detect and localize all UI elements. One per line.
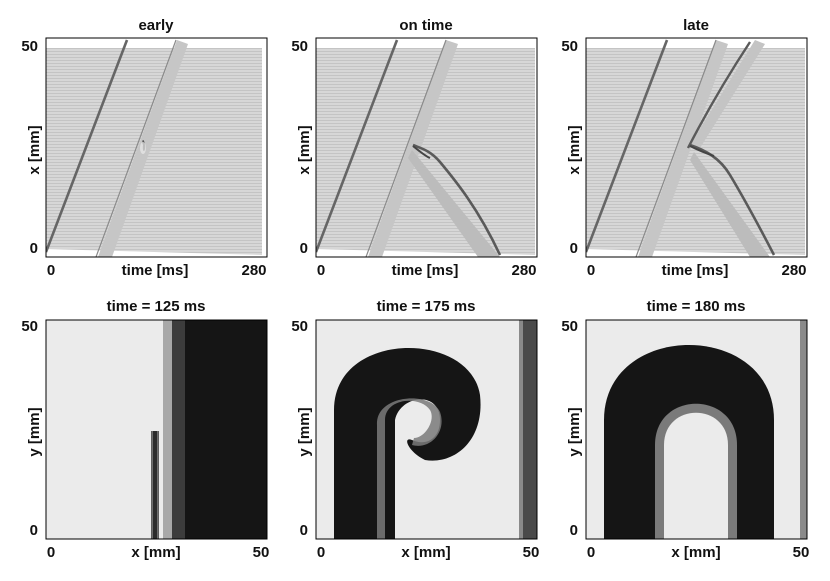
- x-axis-label: time [ms]: [122, 262, 189, 279]
- y-tick-label-top: 50: [21, 38, 38, 55]
- x-tick-label-right: 50: [793, 544, 810, 561]
- x-tick-label-left: 0: [587, 262, 595, 279]
- y-axis-label: y [mm]: [296, 407, 313, 456]
- y-axis-label: x [mm]: [296, 125, 313, 174]
- y-tick-label-bottom: 0: [30, 522, 38, 539]
- panel-title: early: [138, 17, 174, 34]
- panel-time-180: time = 180 ms 50 0 0 50 x [mm] y [mm]: [561, 298, 809, 561]
- x-tick-label-left: 0: [47, 262, 55, 279]
- plot-frame: [585, 37, 808, 258]
- panel-title: time = 180 ms: [647, 298, 746, 315]
- panel-title: time = 175 ms: [377, 298, 476, 315]
- plot-frame: [585, 319, 808, 540]
- x-tick-label-left: 0: [587, 544, 595, 561]
- y-axis-label: y [mm]: [566, 407, 583, 456]
- x-tick-label-right: 50: [253, 544, 270, 561]
- y-axis-label: x [mm]: [26, 125, 43, 174]
- y-tick-label-bottom: 0: [300, 522, 308, 539]
- panel-late: late 50 0 0 280 time [ms] x [mm]: [561, 17, 808, 279]
- heatmap-image: [46, 38, 267, 257]
- heatmap-image: [586, 38, 807, 257]
- y-tick-label-bottom: 0: [570, 522, 578, 539]
- panel-title: on time: [399, 17, 452, 34]
- heatmap-image: [586, 320, 807, 539]
- x-tick-label-left: 0: [47, 544, 55, 561]
- heatmap-image: [46, 320, 267, 539]
- x-tick-label-right: 50: [523, 544, 540, 561]
- panel-early: early 50 0 0 280 time [ms] x [mm]: [21, 17, 268, 279]
- panel-title: late: [683, 17, 709, 34]
- plot-frame: [45, 319, 268, 540]
- y-axis-label: y [mm]: [26, 407, 43, 456]
- y-tick-label-bottom: 0: [570, 240, 578, 257]
- plot-frame: [315, 37, 538, 258]
- y-tick-label-top: 50: [291, 318, 308, 335]
- y-tick-label-top: 50: [561, 38, 578, 55]
- x-tick-label-right: 280: [511, 262, 536, 279]
- x-axis-label: time [ms]: [662, 262, 729, 279]
- x-axis-label: time [ms]: [392, 262, 459, 279]
- heatmap-image: [316, 320, 537, 539]
- x-tick-label-left: 0: [317, 262, 325, 279]
- panel-time-125: time = 125 ms 50 0 0 50 x [mm] y [mm]: [21, 298, 269, 561]
- panel-on-time: on time 50 0 0 280 time [ms] x [mm]: [291, 17, 538, 279]
- y-tick-label-top: 50: [21, 318, 38, 335]
- x-axis-label: x [mm]: [131, 544, 180, 561]
- x-tick-label-right: 280: [241, 262, 266, 279]
- heatmap-image: [316, 38, 537, 257]
- plot-frame: [45, 37, 268, 258]
- y-tick-label-top: 50: [291, 38, 308, 55]
- x-axis-label: x [mm]: [671, 544, 720, 561]
- x-tick-label-left: 0: [317, 544, 325, 561]
- y-tick-label-bottom: 0: [30, 240, 38, 257]
- y-tick-label-top: 50: [561, 318, 578, 335]
- x-tick-label-right: 280: [781, 262, 806, 279]
- x-axis-label: x [mm]: [401, 544, 450, 561]
- y-axis-label: x [mm]: [566, 125, 583, 174]
- plot-frame: [315, 319, 538, 540]
- panel-time-175: time = 175 ms 50 0 0 50 x [mm] y [mm]: [291, 298, 539, 561]
- y-tick-label-bottom: 0: [300, 240, 308, 257]
- panel-title: time = 125 ms: [107, 298, 206, 315]
